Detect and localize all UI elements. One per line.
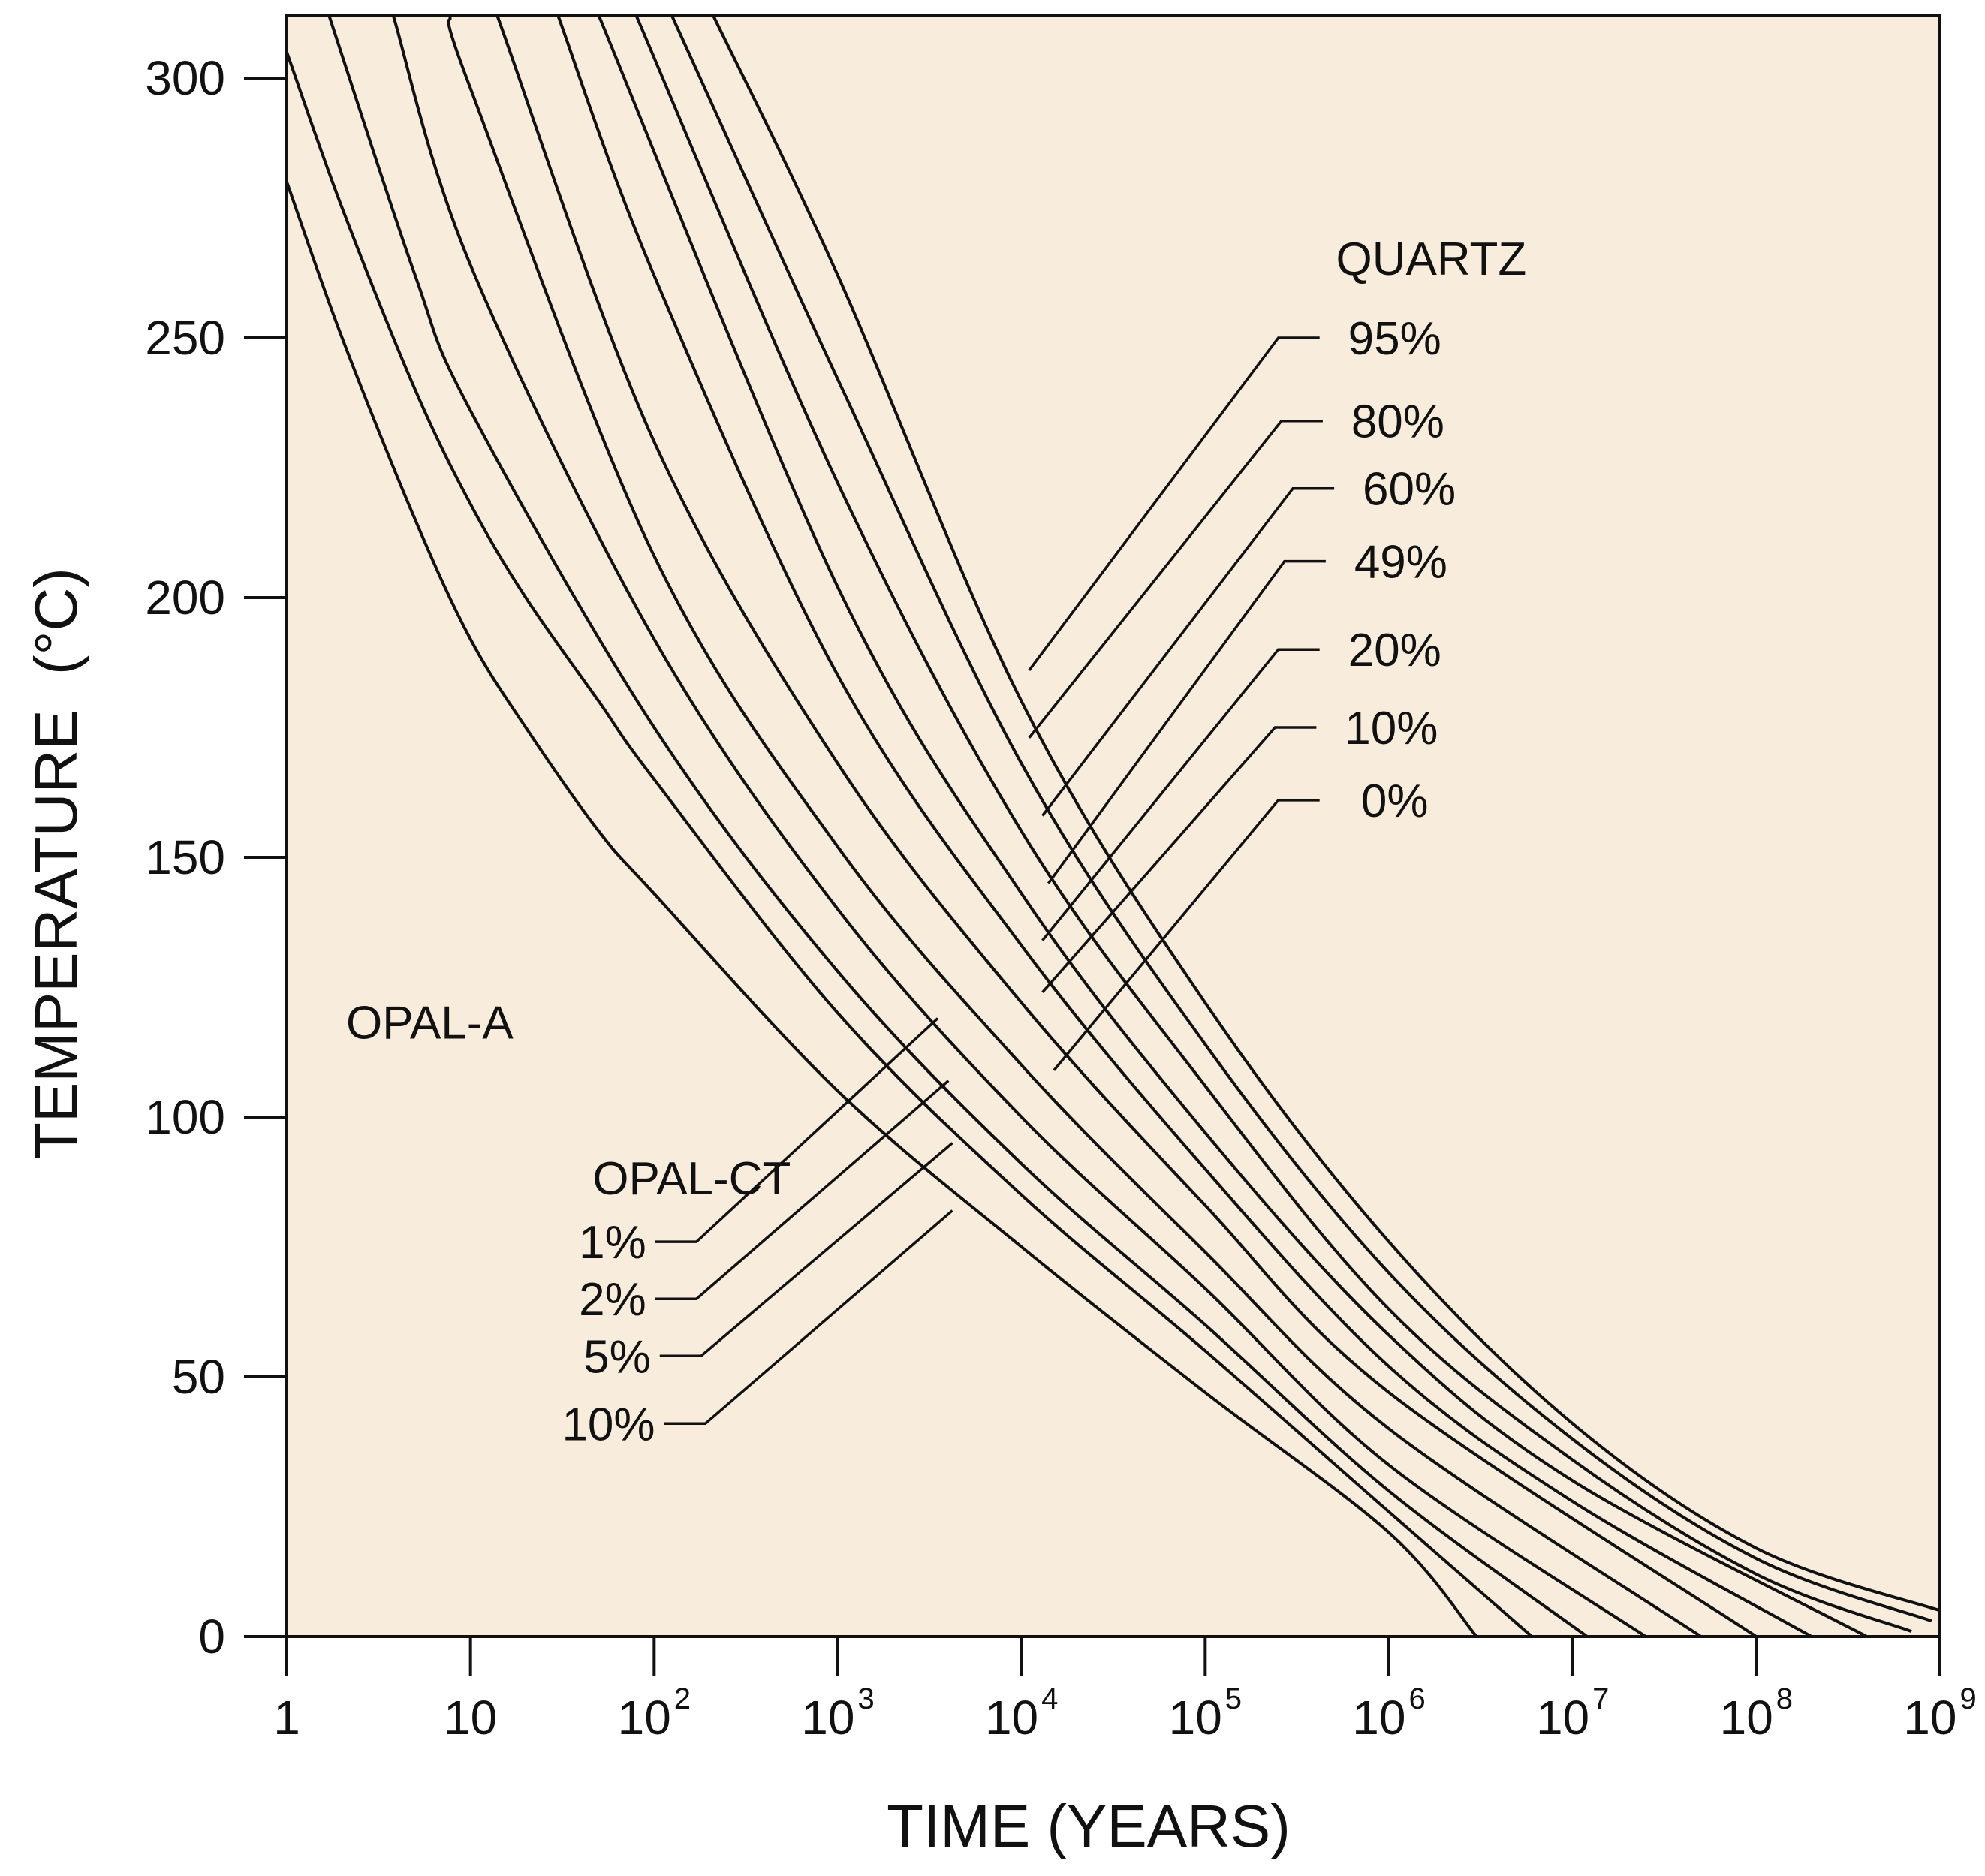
x-tick-label-base: 10 <box>801 1691 854 1745</box>
series-line-quartz-10 <box>495 15 1758 1638</box>
series-line-quartz-20 <box>556 15 1812 1638</box>
leader-line-quartz-80pct <box>1028 419 1323 739</box>
annotation-layer: 95% 80% 60% 49% 20% 10% 0% 1%2%5% 10% <box>562 313 1456 1450</box>
series-line-quartz-95 <box>712 15 1941 1613</box>
leader-line-quartz-95pct <box>1028 336 1320 671</box>
leader-line-quartz-10pct <box>1041 726 1317 994</box>
y-tick-label: 300 <box>145 51 225 105</box>
x-axis-title: TIME (YEARS) <box>887 1793 1291 1859</box>
series-line-opal-ct-5 <box>327 15 1589 1638</box>
x-tick-label: 1 <box>273 1691 300 1745</box>
x-tick-label-base: 10 <box>444 1691 497 1745</box>
y-tick-label: 250 <box>145 311 225 365</box>
x-tick-label: 10 5 <box>1169 1682 1242 1745</box>
y-tick-label: 200 <box>145 571 225 625</box>
series-line-quartz-49 <box>597 15 1868 1638</box>
x-tick-label: 10 3 <box>801 1682 874 1745</box>
x-axis-ticks: 1 10 10 2 10 3 10 4 10 5 10 6 10 7 10 8 10 9 <box>273 1637 1977 1745</box>
series-line-quartz-80 <box>670 15 1932 1623</box>
x-tick-label: 10 9 <box>1903 1682 1976 1745</box>
region-label-quartz: QUARTZ <box>1336 233 1527 285</box>
y-axis-ticks: 0 50 100 150 200 250 300 <box>145 51 287 1664</box>
annotation-label-opal_ct-5pct: 5% <box>583 1331 651 1383</box>
annotation-label-opal_ct-1pct: 1% <box>579 1217 646 1269</box>
annotation-label-quartz-10pct: 10% <box>1345 703 1438 754</box>
x-tick-label: 10 8 <box>1720 1682 1793 1745</box>
y-tick-label: 50 <box>172 1350 225 1404</box>
x-tick-label: 10 4 <box>985 1682 1058 1745</box>
leader-line-quartz-49pct <box>1047 559 1326 884</box>
annotation-label-quartz-95pct: 95% <box>1348 313 1441 365</box>
series-layer <box>285 15 1941 1638</box>
x-tick-label-base: 10 <box>618 1691 671 1745</box>
leader-line-quartz-60pct <box>1041 486 1335 817</box>
y-axis-title-text: TEMPERATURE (°C) <box>23 568 89 1159</box>
leader-line-opal_ct-2pct <box>655 1080 950 1300</box>
leader-line-opal_ct-10pct <box>664 1209 953 1426</box>
x-tick-label-base: 10 <box>1536 1691 1589 1745</box>
annotation-label-opal_ct-2pct: 2% <box>579 1274 646 1326</box>
x-tick-label-base: 10 <box>985 1691 1038 1745</box>
region-label-opal-ct: OPAL-CT <box>592 1153 791 1205</box>
annotation-label-opal_ct-10pct: 10% <box>562 1399 655 1450</box>
y-tick-label: 150 <box>145 830 225 884</box>
x-tick-label-exponent: 8 <box>1776 1682 1793 1715</box>
x-tick-label: 10 2 <box>618 1682 691 1745</box>
series-line-quartz-60 <box>634 15 1912 1633</box>
x-tick-label-exponent: 4 <box>1041 1682 1058 1715</box>
x-tick-label-base: 10 <box>1169 1691 1222 1745</box>
y-tick-label: 0 <box>198 1610 225 1664</box>
annotation-label-quartz-60pct: 60% <box>1363 464 1456 516</box>
x-tick-label-exponent: 3 <box>857 1682 874 1715</box>
y-axis-title: TEMPERATURE (°C) <box>23 568 89 1159</box>
x-tick-label-base: 10 <box>1720 1691 1773 1745</box>
leader-line-quartz-0pct <box>1053 799 1320 1071</box>
annotation-label-quartz-0pct: 0% <box>1361 775 1429 827</box>
x-tick-label-exponent: 7 <box>1592 1682 1609 1715</box>
x-tick-label: 10 6 <box>1352 1682 1425 1745</box>
x-tick-label: 10 7 <box>1536 1682 1609 1745</box>
plot-background <box>287 15 1940 1637</box>
x-tick-label-exponent: 9 <box>1959 1682 1976 1715</box>
region-label-opal-a: OPAL-A <box>346 997 514 1049</box>
y-tick-label: 100 <box>145 1090 225 1144</box>
annotation-label-quartz-80pct: 80% <box>1351 396 1444 448</box>
x-tick-label: 10 <box>444 1691 497 1745</box>
series-line-opal-ct-10 <box>391 15 1647 1638</box>
leader-line-quartz-20pct <box>1041 648 1320 941</box>
x-tick-label-base: 1 <box>273 1691 300 1745</box>
leader-line-opal_ct-1pct <box>655 1017 939 1243</box>
x-tick-label-exponent: 6 <box>1408 1682 1425 1715</box>
leader-line-opal_ct-5pct <box>659 1142 953 1358</box>
y-axis-title-label: TEMPERATURE <box>23 709 89 1159</box>
y-axis-title-unit: (°C) <box>23 568 89 675</box>
x-tick-label-exponent: 2 <box>674 1682 691 1715</box>
series-line-opal-ct-1 <box>285 181 1478 1638</box>
series-line-opal-ct-2 <box>285 51 1533 1638</box>
x-tick-label-exponent: 5 <box>1225 1682 1242 1715</box>
x-tick-label-base: 10 <box>1352 1691 1405 1745</box>
annotation-label-quartz-49pct: 49% <box>1354 537 1447 589</box>
annotation-label-quartz-20pct: 20% <box>1348 625 1441 676</box>
series-line-quartz-0 <box>447 15 1702 1638</box>
x-tick-label-base: 10 <box>1903 1691 1956 1745</box>
